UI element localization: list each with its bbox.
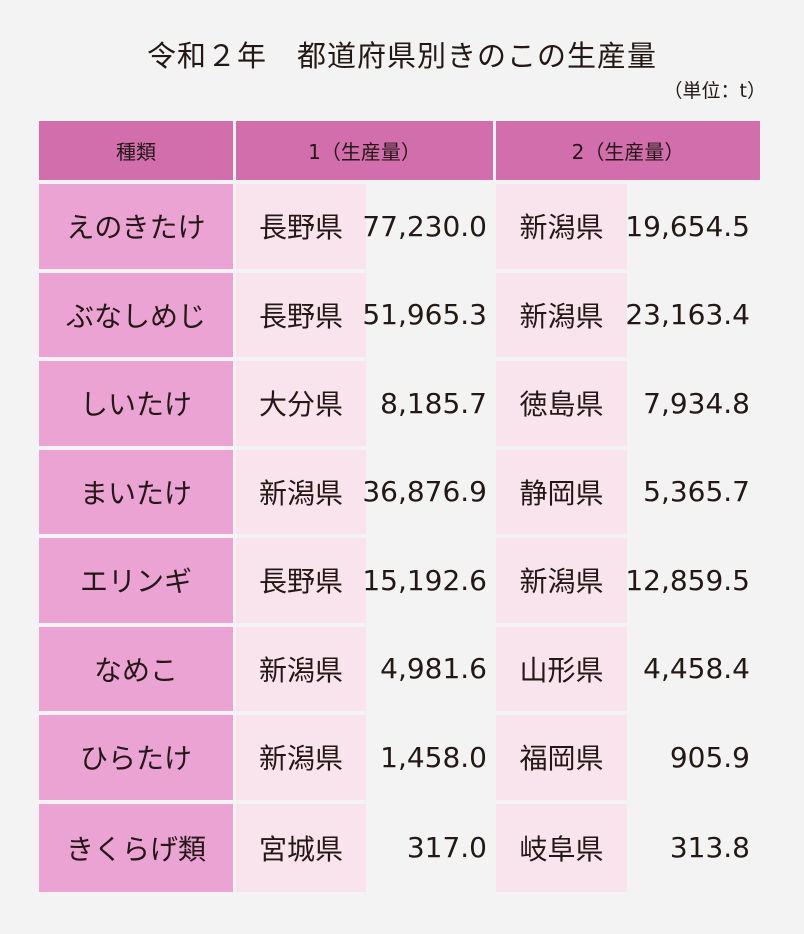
column-divider: [233, 272, 236, 361]
column-divider: [493, 184, 496, 273]
rank2-prefecture-cell: 福岡県: [496, 715, 627, 804]
rank2-prefecture-cell: 新潟県: [496, 272, 627, 361]
kind-cell: えのきたけ: [39, 184, 233, 273]
production-table: 種類 1（生産量） 2（生産量） えのきたけ 長野県 77,230.0 新潟県 …: [39, 121, 766, 896]
column-divider: [493, 626, 496, 715]
kind-cell: まいたけ: [39, 449, 233, 538]
rank1-value-cell: 317.0: [366, 803, 493, 892]
kind-cell: エリンギ: [39, 538, 233, 627]
column-divider: [233, 184, 236, 273]
page-title: 令和２年 都道府県別きのこの生産量: [146, 39, 657, 73]
rank1-value-cell: 36,876.9: [362, 449, 493, 538]
rank1-value-cell: 8,185.7: [366, 361, 493, 450]
kind-cell: なめこ: [39, 626, 233, 715]
kind-cell: きくらげ類: [39, 803, 233, 892]
header-kind: 種類: [39, 121, 233, 184]
rank1-value-cell: 1,458.0: [366, 715, 493, 804]
rank1-prefecture-cell: 長野県: [236, 272, 366, 361]
column-divider: [233, 538, 236, 627]
column-divider: [493, 121, 496, 184]
rank1-prefecture-cell: 長野県: [236, 184, 366, 273]
rank1-prefecture-cell: 長野県: [236, 538, 366, 627]
rank2-value-cell: 313.8: [627, 803, 760, 892]
rank2-value-cell: 905.9: [627, 715, 760, 804]
rank1-prefecture-cell: 宮城県: [236, 803, 366, 892]
rank1-prefecture-cell: 大分県: [236, 361, 366, 450]
rank2-prefecture-cell: 新潟県: [496, 538, 627, 627]
rank1-value-cell: 51,965.3: [362, 272, 493, 361]
column-divider: [233, 121, 236, 184]
rank2-prefecture-cell: 岐阜県: [496, 803, 627, 892]
rank2-value-cell: 12,859.5: [625, 538, 760, 627]
rank2-prefecture-cell: 山形県: [496, 626, 627, 715]
rank1-prefecture-cell: 新潟県: [236, 626, 366, 715]
rank1-value-cell: 77,230.0: [362, 184, 493, 273]
column-divider: [493, 272, 496, 361]
rank1-value-cell: 4,981.6: [366, 626, 493, 715]
header-rank-1: 1（生産量）: [236, 121, 493, 184]
rank1-value-cell: 15,192.6: [362, 538, 493, 627]
column-divider: [233, 449, 236, 538]
column-divider: [493, 361, 496, 450]
kind-cell: しいたけ: [39, 361, 233, 450]
rank2-value-cell: 5,365.7: [627, 449, 760, 538]
header-rank-2: 2（生産量）: [496, 121, 760, 184]
rank2-value-cell: 7,934.8: [627, 361, 760, 450]
column-divider: [493, 538, 496, 627]
rank2-value-cell: 19,654.5: [625, 184, 760, 273]
unit-note: （単位：t）: [663, 80, 766, 102]
column-divider: [233, 361, 236, 450]
column-divider: [233, 803, 236, 892]
rank2-value-cell: 4,458.4: [627, 626, 760, 715]
rank2-prefecture-cell: 徳島県: [496, 361, 627, 450]
kind-cell: ぶなしめじ: [39, 272, 233, 361]
kind-cell: ひらたけ: [39, 715, 233, 804]
column-divider: [233, 715, 236, 804]
column-divider: [493, 803, 496, 892]
rank2-value-cell: 23,163.4: [625, 272, 760, 361]
column-divider: [233, 626, 236, 715]
rank1-prefecture-cell: 新潟県: [236, 449, 366, 538]
rank2-prefecture-cell: 新潟県: [496, 184, 627, 273]
column-divider: [493, 715, 496, 804]
rank1-prefecture-cell: 新潟県: [236, 715, 366, 804]
rank2-prefecture-cell: 静岡県: [496, 449, 627, 538]
column-divider: [493, 449, 496, 538]
